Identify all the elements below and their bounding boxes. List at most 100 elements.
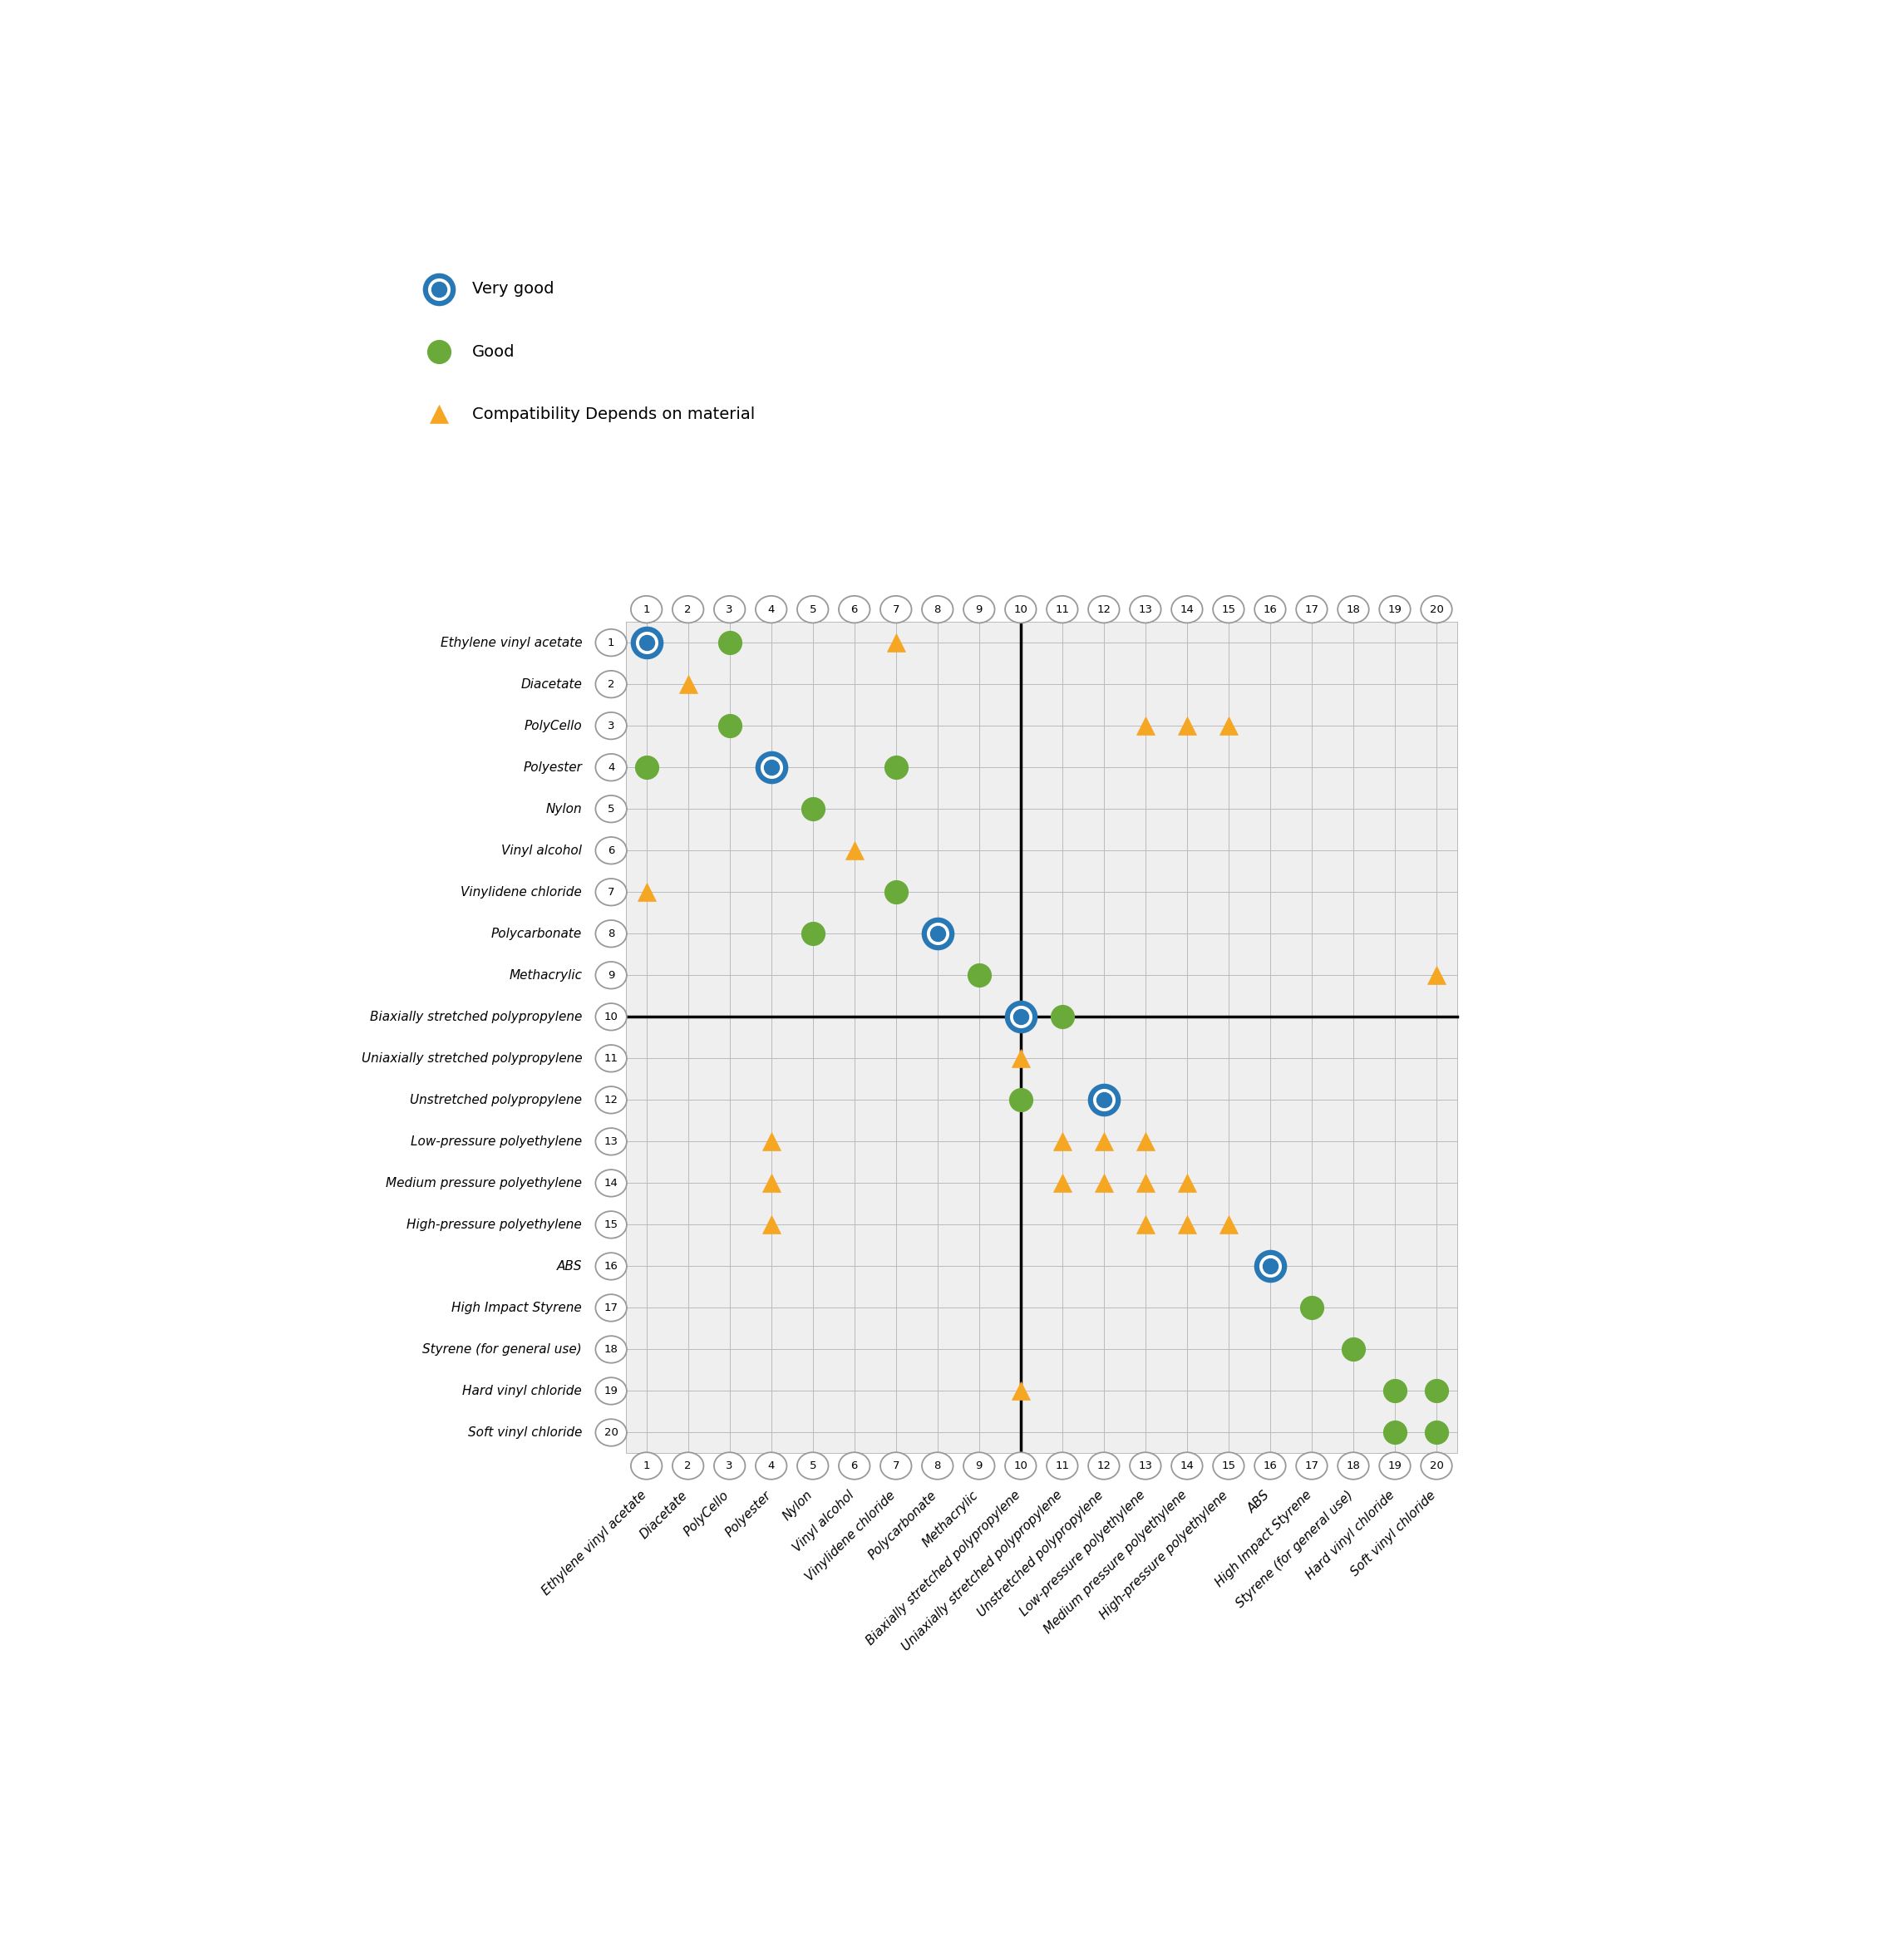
Ellipse shape — [1380, 1452, 1410, 1480]
Text: 10: 10 — [1014, 1460, 1028, 1472]
Text: Ethylene vinyl acetate: Ethylene vinyl acetate — [540, 1490, 649, 1597]
Text: 17: 17 — [1304, 1460, 1319, 1472]
Text: ABS: ABS — [1246, 1490, 1272, 1515]
Ellipse shape — [1338, 1452, 1368, 1480]
Ellipse shape — [595, 670, 627, 698]
Ellipse shape — [672, 1452, 704, 1480]
Text: 8: 8 — [608, 929, 615, 939]
Text: Vinyl alcohol: Vinyl alcohol — [790, 1490, 856, 1554]
Text: 8: 8 — [933, 604, 941, 615]
Text: 15: 15 — [604, 1219, 617, 1231]
Text: Medium pressure polyethylene: Medium pressure polyethylene — [386, 1176, 582, 1190]
Ellipse shape — [595, 711, 627, 739]
Text: 1: 1 — [644, 1460, 649, 1472]
Ellipse shape — [1129, 1452, 1161, 1480]
Text: 14: 14 — [1180, 1460, 1193, 1472]
Text: 18: 18 — [1346, 1460, 1361, 1472]
Ellipse shape — [595, 919, 627, 947]
Ellipse shape — [1255, 1452, 1285, 1480]
Text: 18: 18 — [1346, 604, 1361, 615]
Ellipse shape — [595, 1378, 627, 1405]
Ellipse shape — [1214, 1452, 1244, 1480]
Ellipse shape — [755, 1452, 787, 1480]
Ellipse shape — [672, 596, 704, 623]
Text: 6: 6 — [851, 1460, 858, 1472]
Ellipse shape — [595, 1129, 627, 1154]
Text: 16: 16 — [1263, 604, 1278, 615]
Text: Polyester: Polyester — [723, 1490, 774, 1539]
Text: Good: Good — [472, 343, 514, 359]
Text: 11: 11 — [1056, 1460, 1069, 1472]
Text: High Impact Styrene: High Impact Styrene — [1212, 1490, 1314, 1590]
Text: 10: 10 — [604, 1011, 617, 1023]
Ellipse shape — [1421, 596, 1453, 623]
Ellipse shape — [839, 1452, 869, 1480]
Ellipse shape — [1046, 596, 1078, 623]
Text: 4: 4 — [608, 762, 615, 772]
Ellipse shape — [630, 1452, 662, 1480]
Text: Biaxially stretched polypropylene: Biaxially stretched polypropylene — [864, 1490, 1022, 1648]
Text: 13: 13 — [604, 1137, 617, 1147]
Ellipse shape — [1421, 1452, 1453, 1480]
Text: 16: 16 — [604, 1260, 617, 1272]
Text: Uniaxially stretched polypropylene: Uniaxially stretched polypropylene — [900, 1490, 1065, 1654]
Ellipse shape — [964, 596, 996, 623]
Text: Vinylidene chloride: Vinylidene chloride — [804, 1490, 898, 1584]
Ellipse shape — [595, 1004, 627, 1031]
Text: High-pressure polyethylene: High-pressure polyethylene — [407, 1219, 582, 1231]
Text: 6: 6 — [851, 604, 858, 615]
Text: 5: 5 — [608, 804, 615, 813]
Ellipse shape — [755, 596, 787, 623]
Text: 2: 2 — [685, 1460, 691, 1472]
Text: Nylon: Nylon — [546, 804, 582, 815]
Ellipse shape — [595, 1045, 627, 1072]
Ellipse shape — [1297, 596, 1327, 623]
Text: 13: 13 — [1139, 1460, 1152, 1472]
Text: 12: 12 — [1097, 604, 1110, 615]
Text: 7: 7 — [608, 886, 615, 898]
Text: PolyCello: PolyCello — [681, 1490, 732, 1539]
Ellipse shape — [881, 1452, 911, 1480]
Text: 3: 3 — [726, 1460, 734, 1472]
Text: 20: 20 — [604, 1427, 617, 1439]
Ellipse shape — [1088, 1452, 1120, 1480]
Ellipse shape — [595, 1419, 627, 1446]
Ellipse shape — [595, 962, 627, 988]
Ellipse shape — [1338, 596, 1368, 623]
Ellipse shape — [595, 1211, 627, 1239]
Ellipse shape — [595, 1170, 627, 1198]
Text: High Impact Styrene: High Impact Styrene — [452, 1301, 582, 1313]
Text: 1: 1 — [644, 604, 649, 615]
Text: Polycarbonate: Polycarbonate — [866, 1490, 939, 1562]
Ellipse shape — [1088, 596, 1120, 623]
Ellipse shape — [630, 596, 662, 623]
Ellipse shape — [798, 596, 828, 623]
Ellipse shape — [1005, 1452, 1037, 1480]
Text: 2: 2 — [685, 604, 691, 615]
Ellipse shape — [839, 596, 869, 623]
Ellipse shape — [713, 596, 745, 623]
Text: 15: 15 — [1221, 1460, 1236, 1472]
Ellipse shape — [595, 1337, 627, 1362]
Text: Styrene (for general use): Styrene (for general use) — [423, 1343, 582, 1356]
Text: 4: 4 — [768, 1460, 775, 1472]
Text: Soft vinyl chloride: Soft vinyl chloride — [469, 1427, 582, 1439]
Text: 19: 19 — [604, 1386, 617, 1396]
Text: Hard vinyl chloride: Hard vinyl chloride — [463, 1386, 582, 1397]
Text: 18: 18 — [604, 1345, 617, 1354]
Text: 10: 10 — [1014, 604, 1028, 615]
Text: 17: 17 — [1304, 604, 1319, 615]
Text: Low-pressure polyethylene: Low-pressure polyethylene — [410, 1135, 582, 1149]
Ellipse shape — [595, 837, 627, 864]
Text: Biaxially stretched polypropylene: Biaxially stretched polypropylene — [369, 1011, 582, 1023]
Text: 3: 3 — [608, 721, 615, 731]
Text: Very good: Very good — [472, 282, 553, 298]
Text: Diacetate: Diacetate — [521, 678, 582, 690]
Text: Methacrylic: Methacrylic — [508, 968, 582, 982]
Text: 19: 19 — [1387, 604, 1402, 615]
Text: 1: 1 — [608, 637, 615, 649]
Text: Unstretched polypropylene: Unstretched polypropylene — [975, 1490, 1107, 1619]
Ellipse shape — [595, 796, 627, 823]
Ellipse shape — [1171, 1452, 1203, 1480]
Text: Polyester: Polyester — [523, 760, 582, 774]
